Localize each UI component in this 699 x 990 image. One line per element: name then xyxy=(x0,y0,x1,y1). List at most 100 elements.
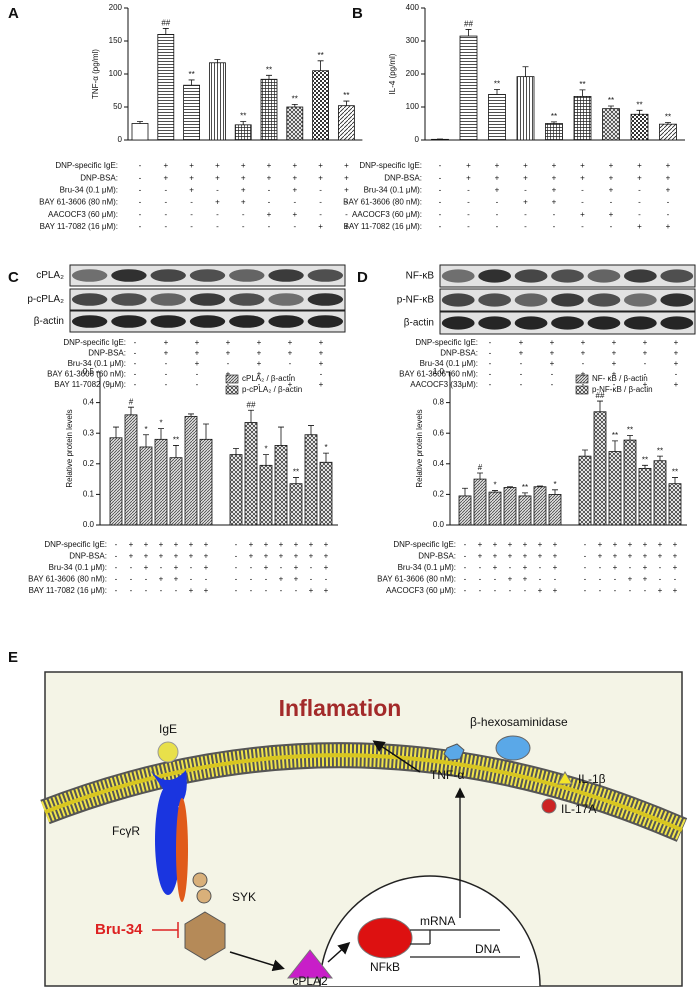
treatment-sign: - xyxy=(235,586,238,595)
legend-label: p-NF-κB / β-actin xyxy=(592,385,653,394)
treatment-sign: - xyxy=(216,222,219,231)
treatment-sign: + xyxy=(637,222,642,231)
significance-label: ** xyxy=(494,80,500,89)
treatment-sign: + xyxy=(643,338,648,347)
treatment-sign: - xyxy=(115,575,118,584)
diagram-label: TNF-α xyxy=(430,768,464,782)
treatment-sign: - xyxy=(659,563,662,572)
treatment-sign: + xyxy=(189,552,194,561)
treatment-sign: - xyxy=(165,359,168,368)
treatment-sign: - xyxy=(464,563,467,572)
significance-label: ## xyxy=(596,391,605,400)
arrow xyxy=(327,941,351,963)
treatment-sign: + xyxy=(294,540,299,549)
dna-lines xyxy=(410,929,520,958)
bar xyxy=(274,445,288,526)
treatment-sign: - xyxy=(175,586,178,595)
treatment-sign: - xyxy=(205,575,208,584)
treatment-label: Bru-34 (0.1 μM): xyxy=(364,186,422,195)
treatment-sign: - xyxy=(439,198,442,207)
treatment-sign: + xyxy=(344,222,349,231)
y-axis-label: IL-4 (pg/ml) xyxy=(388,53,397,94)
diagram-label: NFkB xyxy=(370,960,400,974)
treatment-sign: + xyxy=(288,349,293,358)
treatment-sign: - xyxy=(551,380,554,389)
treatment-sign: + xyxy=(174,563,179,572)
treatment-sign: + xyxy=(204,563,209,572)
blot-band xyxy=(587,316,621,330)
treatment-sign: - xyxy=(439,173,442,182)
treatment-sign: - xyxy=(599,563,602,572)
treatment-sign: - xyxy=(496,210,499,219)
treatment-sign: + xyxy=(581,370,586,379)
error-bar xyxy=(214,59,221,63)
error-bar xyxy=(672,477,678,484)
treatment-sign: + xyxy=(581,338,586,347)
blot-band xyxy=(587,293,621,307)
treatment-sign: - xyxy=(439,186,442,195)
treatment-sign: + xyxy=(257,359,262,368)
treatment-sign: - xyxy=(134,370,137,379)
treatment-sign: + xyxy=(318,161,323,170)
treatment-sign: - xyxy=(235,540,238,549)
bar xyxy=(653,460,667,526)
y-tick-label: 100 xyxy=(406,102,420,111)
y-tick-label: 0.8 xyxy=(433,398,445,407)
blot-band xyxy=(514,293,548,307)
treatment-sign: - xyxy=(268,198,271,207)
error-bar xyxy=(162,28,169,35)
treatment-sign: + xyxy=(493,540,498,549)
treatment-label: BAY 11-7082 (16 μM): xyxy=(344,222,422,231)
treatment-sign: + xyxy=(552,161,557,170)
bar xyxy=(131,123,149,141)
treatment-sign: + xyxy=(538,586,543,595)
treatment-label: BAY 61-3606 (80 nM): xyxy=(343,198,422,207)
treatment-sign: - xyxy=(638,198,641,207)
treatment-label: DNP-BSA: xyxy=(69,552,107,561)
error-bar xyxy=(522,66,529,77)
treatment-sign: + xyxy=(159,575,164,584)
legend-swatch xyxy=(575,374,589,384)
treatment-sign: + xyxy=(189,586,194,595)
treatment-sign: + xyxy=(215,198,220,207)
treatment-sign: - xyxy=(242,210,245,219)
bar xyxy=(623,439,637,526)
significance-label: * xyxy=(159,419,162,428)
treatment-sign: + xyxy=(493,552,498,561)
bar xyxy=(573,96,592,141)
treatment-sign: + xyxy=(226,349,231,358)
blot-band xyxy=(587,269,621,283)
treatment-sign: - xyxy=(289,359,292,368)
treatment-sign: - xyxy=(250,575,253,584)
treatment-sign: - xyxy=(614,575,617,584)
treatment-sign: - xyxy=(130,586,133,595)
treatment-sign: + xyxy=(279,575,284,584)
treatment-sign: + xyxy=(318,173,323,182)
treatment-sign: - xyxy=(250,586,253,595)
significance-label: ** xyxy=(627,426,633,435)
treatment-sign: + xyxy=(523,575,528,584)
treatment-label: BAY 11-7082 (16 μM): xyxy=(40,222,118,231)
panel-letter: B xyxy=(352,5,363,22)
treatment-label: DNP-BSA: xyxy=(418,552,456,561)
error-bar xyxy=(537,485,543,487)
treatment-sign: + xyxy=(344,173,349,182)
blot-band xyxy=(189,269,226,282)
blot-band xyxy=(71,269,108,282)
treatment-sign: - xyxy=(295,586,298,595)
treatment-sign: + xyxy=(495,186,500,195)
blot-band xyxy=(150,293,186,306)
treatment-sign: - xyxy=(319,198,322,207)
significance-label: ** xyxy=(636,100,642,109)
blot-band xyxy=(111,269,147,282)
bar xyxy=(169,457,183,526)
receptor-body xyxy=(155,785,181,895)
blot-band xyxy=(189,315,226,328)
treatment-sign: + xyxy=(553,540,558,549)
treatment-sign: + xyxy=(344,161,349,170)
treatment-sign: + xyxy=(309,540,314,549)
treatment-sign: + xyxy=(226,370,231,379)
treatment-sign: - xyxy=(467,210,470,219)
legend-swatch xyxy=(225,385,239,395)
treatment-sign: + xyxy=(241,173,246,182)
